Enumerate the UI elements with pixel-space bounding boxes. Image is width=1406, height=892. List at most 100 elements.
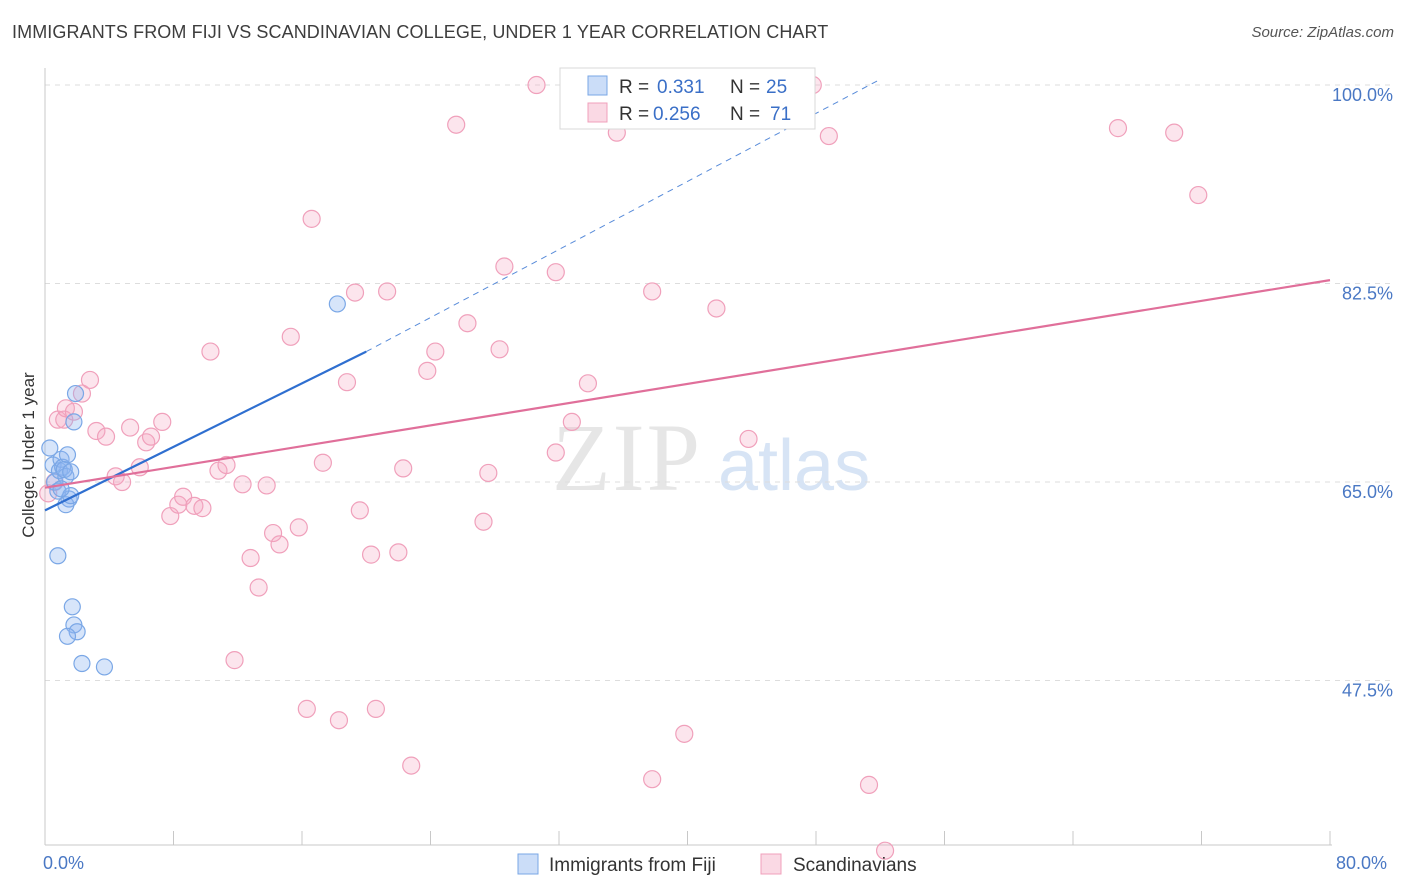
scandinavians-point: [329, 711, 349, 730]
fiji-point: [66, 384, 85, 403]
scandinavians-point: [707, 299, 726, 318]
scandinavians-point: [426, 342, 445, 361]
bottom-legend-label-fiji: Immigrants from Fiji: [549, 855, 716, 876]
scandinavians-point: [289, 518, 308, 537]
fiji-point: [62, 463, 80, 481]
bottom-legend-swatch-fiji: [517, 853, 539, 875]
series-fiji: [41, 295, 346, 676]
watermark-atlas: atlas: [718, 426, 870, 506]
scandinavians-point: [141, 427, 161, 446]
scandinavians-point: [241, 548, 260, 568]
scandinavians-point: [819, 126, 838, 146]
scandinavians-point: [739, 429, 758, 449]
scandinavians-point: [337, 373, 357, 392]
fiji-point: [63, 598, 81, 616]
scandinavians-point: [643, 770, 662, 789]
scandinavians-point: [527, 75, 546, 95]
scandinavians-point: [479, 463, 498, 483]
scandinavians-point: [281, 327, 300, 346]
legend-fiji-n-value: 25: [766, 77, 787, 98]
stats-legend-box: [559, 67, 816, 130]
y-tick-labels: 47.5% 65.0% 82.5% 100.0%: [1332, 85, 1393, 701]
watermark-zip: ZIP: [552, 404, 702, 511]
stats-legend: R = 0.331 N = 25 R = 0.256 N = 71: [559, 67, 816, 130]
scandinavians-point: [225, 651, 244, 670]
scandinavians-point: [546, 263, 565, 282]
scandinavians-point: [80, 370, 100, 390]
scandinavians-point: [217, 455, 236, 475]
y-tick-label: 47.5%: [1342, 681, 1393, 701]
y-tick-label: 65.0%: [1342, 482, 1393, 502]
scandinavians-point: [378, 282, 397, 301]
scandinavians-point: [366, 699, 385, 718]
scandinavians-point: [859, 775, 879, 794]
fiji-point: [68, 623, 86, 641]
scandinavians-point: [233, 475, 252, 494]
scandinavians-point: [875, 841, 895, 860]
scandinavians-point: [402, 756, 421, 775]
y-tick-label: 82.5%: [1342, 284, 1393, 304]
scandinavians-point: [249, 578, 268, 597]
fiji-point: [73, 654, 91, 673]
fiji-trend-line: [44, 350, 367, 512]
fiji-point: [55, 460, 73, 479]
x-tick-label-min: 0.0%: [43, 853, 84, 873]
scandinavians-point: [257, 476, 276, 495]
scandinavians-point: [121, 418, 140, 437]
scandinavians-point: [297, 699, 316, 718]
scandinavians-point: [546, 443, 565, 462]
fiji-point: [65, 413, 83, 431]
axes: [44, 68, 1332, 846]
scandinavians-point: [643, 282, 662, 301]
legend-swatch-fiji: [587, 75, 608, 96]
scandinavians-point: [675, 724, 694, 743]
scandinavians-point: [474, 512, 493, 531]
fiji-point: [49, 547, 67, 565]
scandinavians-point: [72, 384, 92, 403]
scandinavians-point: [137, 433, 156, 452]
scandinavians-point: [263, 523, 283, 543]
scandinavians-point: [418, 361, 437, 380]
bottom-legend-label-scand: Scandinavians: [793, 855, 917, 876]
scandinavians-point: [302, 209, 321, 228]
fiji-point: [95, 658, 114, 676]
y-tick-label: 100.0%: [1332, 85, 1393, 105]
scandinavians-point: [270, 535, 289, 554]
legend-scand-n-value: 71: [770, 104, 791, 125]
x-tick-label-max: 80.0%: [1336, 853, 1387, 873]
scandinavians-point: [87, 421, 106, 441]
scandinavians-point: [313, 453, 332, 472]
scandinavians-point: [495, 257, 514, 276]
scandinavians-point: [578, 374, 598, 393]
scandinavians-point: [201, 342, 220, 361]
legend-swatch-scand: [587, 102, 608, 123]
legend-fiji-r-label: R =: [619, 77, 649, 98]
series-legend: Immigrants from Fiji Scandinavians: [517, 853, 917, 876]
chart-title: IMMIGRANTS FROM FIJI VS SCANDINAVIAN COL…: [12, 22, 829, 42]
source-label: Source: ZipAtlas.com: [1251, 24, 1394, 41]
scandinavians-point: [490, 340, 509, 359]
grid-lines: [45, 84, 1392, 682]
scandinavians-point: [1165, 123, 1184, 142]
fiji-point: [328, 295, 346, 313]
scandinavians-point: [350, 501, 369, 520]
legend-scand-n-label: N =: [730, 104, 760, 125]
legend-scand-r-label: R =: [619, 104, 649, 125]
scandinavians-point: [112, 472, 132, 492]
fiji-point: [58, 446, 77, 464]
scandinavians-point: [64, 402, 84, 421]
scandinavians-point: [193, 499, 212, 518]
scandinavians-point: [1189, 185, 1208, 205]
fiji-point: [58, 627, 77, 645]
scandinavians-point: [361, 545, 381, 564]
legend-fiji-n-label: N =: [730, 77, 760, 98]
scandinavians-point: [458, 314, 477, 333]
scandinavians-point: [562, 412, 581, 432]
scandinavians-point: [345, 283, 365, 302]
scandinavians-point: [1108, 119, 1128, 138]
scandinavians-point: [153, 412, 172, 432]
bottom-legend-swatch-scand: [760, 853, 782, 875]
x-ticks: [44, 831, 1331, 845]
legend-fiji-r-value: 0.331: [657, 77, 705, 98]
